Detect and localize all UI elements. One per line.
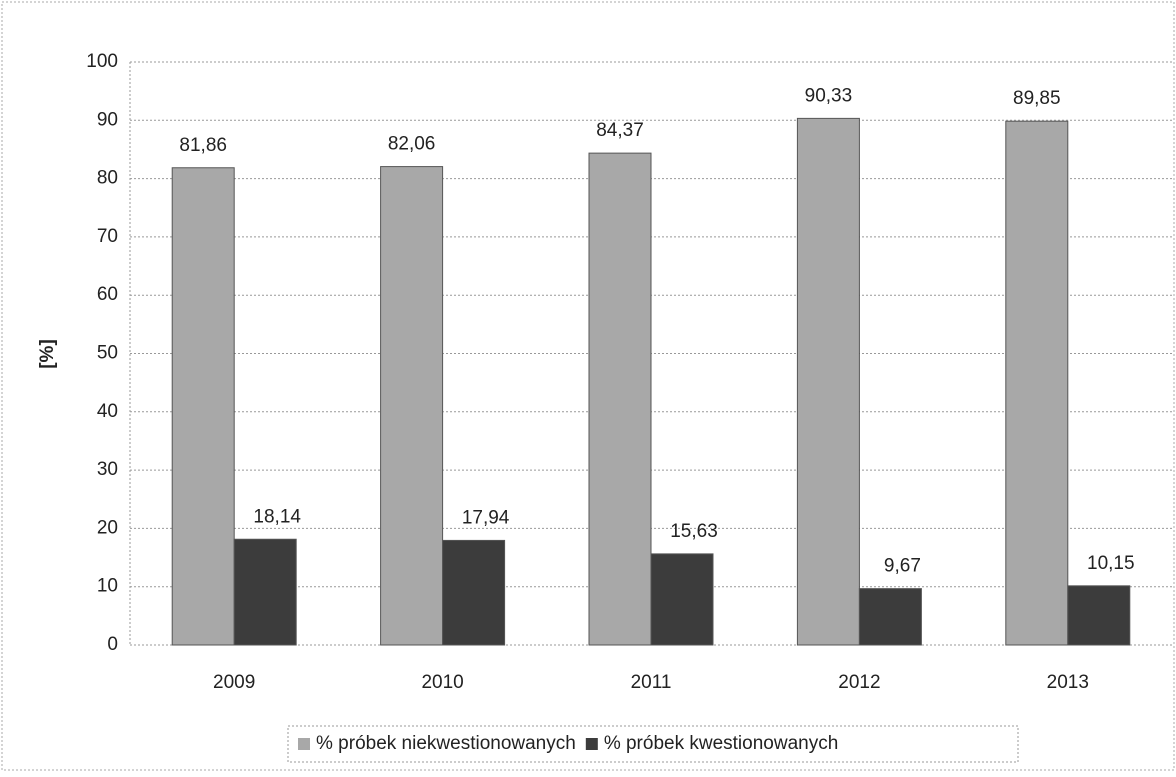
y-tick-label: 10 <box>97 576 118 597</box>
value-label: 18,14 <box>253 506 301 527</box>
y-tick-label: 0 <box>107 634 118 655</box>
y-tick-label: 50 <box>97 343 118 364</box>
bar <box>1005 120 1069 646</box>
x-tick-label: 2012 <box>838 672 880 693</box>
y-axis-label: [%] <box>37 339 58 369</box>
bar <box>442 539 506 646</box>
value-label: 89,85 <box>1013 88 1061 109</box>
y-tick-label: 90 <box>97 109 118 130</box>
x-tick-label: 2013 <box>1047 672 1089 693</box>
y-tick-label: 70 <box>97 226 118 247</box>
bar <box>233 538 297 646</box>
x-tick-label: 2010 <box>421 672 463 693</box>
value-label: 84,37 <box>596 120 644 141</box>
legend-label: % próbek niekwestionowanych <box>316 733 576 754</box>
y-tick-label: 40 <box>97 401 118 422</box>
value-label: 17,94 <box>462 507 510 528</box>
value-label: 9,67 <box>884 556 921 577</box>
bar <box>588 152 652 646</box>
bar <box>650 553 714 646</box>
x-tick-label: 2009 <box>213 672 255 693</box>
legend-label: % próbek kwestionowanych <box>604 733 838 754</box>
value-label: 82,06 <box>388 134 436 155</box>
y-tick-label: 30 <box>97 459 118 480</box>
legend-swatch <box>298 738 310 750</box>
legend-swatch <box>585 738 598 750</box>
value-label: 81,86 <box>179 135 227 156</box>
bar <box>1067 585 1131 646</box>
bar <box>858 588 922 646</box>
bar <box>171 167 235 646</box>
y-tick-label: 100 <box>86 51 118 72</box>
y-tick-label: 20 <box>97 517 118 538</box>
value-label: 90,33 <box>805 85 853 106</box>
y-tick-label: 60 <box>97 284 118 305</box>
value-label: 10,15 <box>1087 553 1135 574</box>
bar <box>796 117 860 646</box>
value-label: 15,63 <box>670 521 718 542</box>
x-tick-label: 2011 <box>631 672 672 693</box>
y-tick-label: 80 <box>97 168 118 189</box>
bar <box>380 166 444 646</box>
legend-box <box>287 725 1019 763</box>
